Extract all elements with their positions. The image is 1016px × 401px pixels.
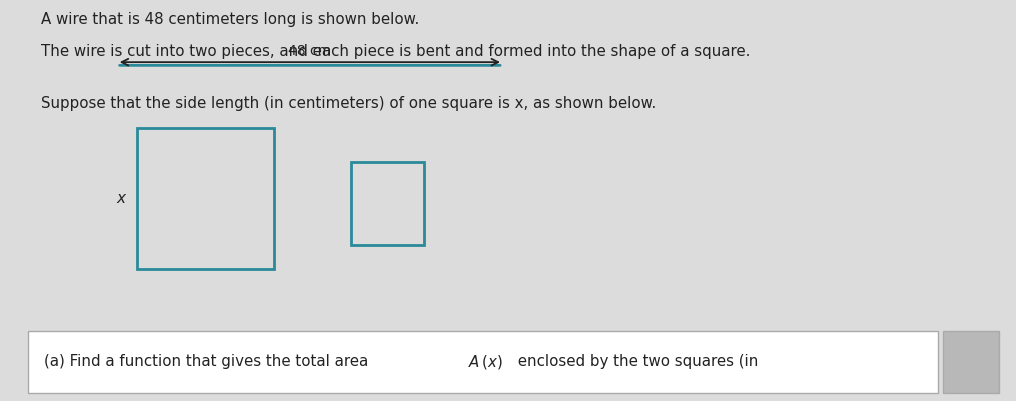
Text: $A\,(x)$: $A\,(x)$ bbox=[468, 353, 503, 371]
Text: (a) Find a function that gives the total area: (a) Find a function that gives the total… bbox=[44, 354, 373, 369]
FancyBboxPatch shape bbox=[28, 331, 938, 393]
Text: The wire is cut into two pieces, and each piece is bent and formed into the shap: The wire is cut into two pieces, and eac… bbox=[41, 44, 750, 59]
FancyBboxPatch shape bbox=[943, 331, 999, 393]
Bar bbox=[351, 162, 424, 245]
Text: enclosed by the two squares (in: enclosed by the two squares (in bbox=[513, 354, 758, 369]
Text: 48 cm: 48 cm bbox=[289, 44, 331, 58]
Text: A wire that is 48 centimeters long is shown below.: A wire that is 48 centimeters long is sh… bbox=[41, 12, 419, 27]
Text: Suppose that the side length (in centimeters) of one square is x, as shown below: Suppose that the side length (in centime… bbox=[41, 96, 656, 111]
Bar bbox=[137, 128, 274, 269]
Text: x: x bbox=[116, 191, 125, 206]
